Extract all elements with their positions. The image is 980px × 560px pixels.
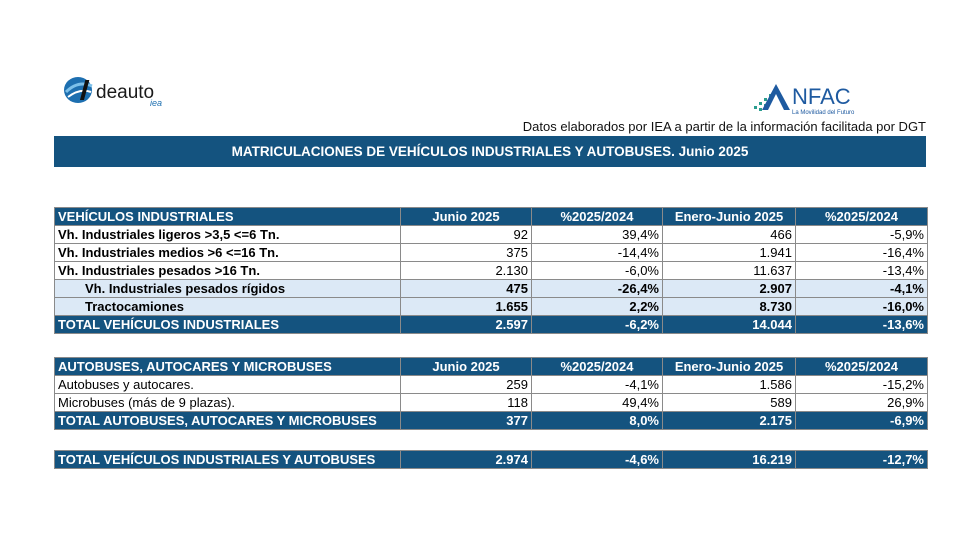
cell-value: 466 bbox=[662, 225, 796, 244]
table-header: VEHÍCULOS INDUSTRIALES Junio 2025 %2025/… bbox=[54, 207, 928, 226]
cell-value: 2.130 bbox=[400, 261, 532, 280]
cell-value: -6,9% bbox=[795, 411, 928, 430]
cell-value: 375 bbox=[400, 243, 532, 262]
header-cell: Enero-Junio 2025 bbox=[662, 357, 796, 376]
header-cell: %2025/2024 bbox=[531, 357, 663, 376]
cell-value: -15,2% bbox=[795, 375, 928, 394]
cell-value: 2.907 bbox=[662, 279, 796, 298]
cell-value: 118 bbox=[400, 393, 532, 412]
svg-text:NFAC: NFAC bbox=[792, 84, 851, 109]
cell-value: -4,6% bbox=[531, 450, 663, 469]
source-note: Datos elaborados por IEA a partir de la … bbox=[522, 119, 926, 134]
cell-value: 1.655 bbox=[400, 297, 532, 316]
header-cell: %2025/2024 bbox=[795, 207, 928, 226]
cell-value: 14.044 bbox=[662, 315, 796, 334]
cell-value: -4,1% bbox=[531, 375, 663, 394]
row-label: Vh. Industriales pesados >16 Tn. bbox=[54, 261, 401, 280]
cell-value: 2,2% bbox=[531, 297, 663, 316]
svg-text:deauto: deauto bbox=[96, 82, 154, 103]
autobuses-table: AUTOBUSES, AUTOCARES Y MICROBUSES Junio … bbox=[54, 357, 928, 430]
cell-value: 1.586 bbox=[662, 375, 796, 394]
cell-value: -14,4% bbox=[531, 243, 663, 262]
header-cell: Junio 2025 bbox=[400, 357, 532, 376]
cell-value: 259 bbox=[400, 375, 532, 394]
cell-value: -26,4% bbox=[531, 279, 663, 298]
row-label: TOTAL VEHÍCULOS INDUSTRIALES Y AUTOBUSES bbox=[54, 450, 401, 469]
table-row: Vh. Industriales pesados rígidos 475 -26… bbox=[54, 279, 928, 298]
table-row: Vh. Industriales medios >6 <=16 Tn. 375 … bbox=[54, 243, 928, 262]
table-row: Vh. Industriales ligeros >3,5 <=6 Tn. 92… bbox=[54, 225, 928, 244]
total-row: TOTAL AUTOBUSES, AUTOCARES Y MICROBUSES … bbox=[54, 411, 928, 430]
total-row: TOTAL VEHÍCULOS INDUSTRIALES 2.597 -6,2%… bbox=[54, 315, 928, 334]
header-cell: %2025/2024 bbox=[795, 357, 928, 376]
cell-value: 11.637 bbox=[662, 261, 796, 280]
row-label: Vh. Industriales ligeros >3,5 <=6 Tn. bbox=[54, 225, 401, 244]
cell-value: 49,4% bbox=[531, 393, 663, 412]
table-row: Autobuses y autocares. 259 -4,1% 1.586 -… bbox=[54, 375, 928, 394]
anfac-logo: NFAC La Movilidad del Futuro bbox=[754, 84, 855, 116]
cell-value: -16,4% bbox=[795, 243, 928, 262]
table-row: Tractocamiones 1.655 2,2% 8.730 -16,0% bbox=[54, 297, 928, 316]
cell-value: -12,7% bbox=[795, 450, 928, 469]
svg-text:La Movilidad del Futuro: La Movilidad del Futuro bbox=[792, 110, 855, 116]
table-header: AUTOBUSES, AUTOCARES Y MICROBUSES Junio … bbox=[54, 357, 928, 376]
cell-value: -5,9% bbox=[795, 225, 928, 244]
cell-value: 589 bbox=[662, 393, 796, 412]
svg-text:iea: iea bbox=[150, 98, 162, 108]
row-label: Vh. Industriales pesados rígidos bbox=[54, 279, 401, 298]
cell-value: 8,0% bbox=[531, 411, 663, 430]
row-label: Microbuses (más de 9 plazas). bbox=[54, 393, 401, 412]
cell-value: 2.597 bbox=[400, 315, 532, 334]
table-row: Microbuses (más de 9 plazas). 118 49,4% … bbox=[54, 393, 928, 412]
page-title: MATRICULACIONES DE VEHÍCULOS INDUSTRIALE… bbox=[54, 136, 926, 167]
cell-value: 2.175 bbox=[662, 411, 796, 430]
cell-value: 2.974 bbox=[400, 450, 532, 469]
cell-value: 8.730 bbox=[662, 297, 796, 316]
cell-value: 475 bbox=[400, 279, 532, 298]
grand-total-table: TOTAL VEHÍCULOS INDUSTRIALES Y AUTOBUSES… bbox=[54, 450, 928, 469]
cell-value: -13,6% bbox=[795, 315, 928, 334]
table-row: Vh. Industriales pesados >16 Tn. 2.130 -… bbox=[54, 261, 928, 280]
cell-value: 92 bbox=[400, 225, 532, 244]
row-label: Tractocamiones bbox=[54, 297, 401, 316]
cell-value: 26,9% bbox=[795, 393, 928, 412]
cell-value: -6,2% bbox=[531, 315, 663, 334]
header-cell: VEHÍCULOS INDUSTRIALES bbox=[54, 207, 401, 226]
cell-value: -4,1% bbox=[795, 279, 928, 298]
header-cell: %2025/2024 bbox=[531, 207, 663, 226]
header-cell: Enero-Junio 2025 bbox=[662, 207, 796, 226]
row-label: TOTAL AUTOBUSES, AUTOCARES Y MICROBUSES bbox=[54, 411, 401, 430]
row-label: TOTAL VEHÍCULOS INDUSTRIALES bbox=[54, 315, 401, 334]
grand-total-row: TOTAL VEHÍCULOS INDUSTRIALES Y AUTOBUSES… bbox=[54, 450, 928, 469]
cell-value: 1.941 bbox=[662, 243, 796, 262]
ideauto-logo: deauto iea bbox=[64, 77, 162, 108]
cell-value: 377 bbox=[400, 411, 532, 430]
cell-value: -16,0% bbox=[795, 297, 928, 316]
row-label: Vh. Industriales medios >6 <=16 Tn. bbox=[54, 243, 401, 262]
header-cell: AUTOBUSES, AUTOCARES Y MICROBUSES bbox=[54, 357, 401, 376]
cell-value: -13,4% bbox=[795, 261, 928, 280]
row-label: Autobuses y autocares. bbox=[54, 375, 401, 394]
cell-value: 39,4% bbox=[531, 225, 663, 244]
industriales-table: VEHÍCULOS INDUSTRIALES Junio 2025 %2025/… bbox=[54, 207, 928, 334]
header-cell: Junio 2025 bbox=[400, 207, 532, 226]
cell-value: 16.219 bbox=[662, 450, 796, 469]
cell-value: -6,0% bbox=[531, 261, 663, 280]
